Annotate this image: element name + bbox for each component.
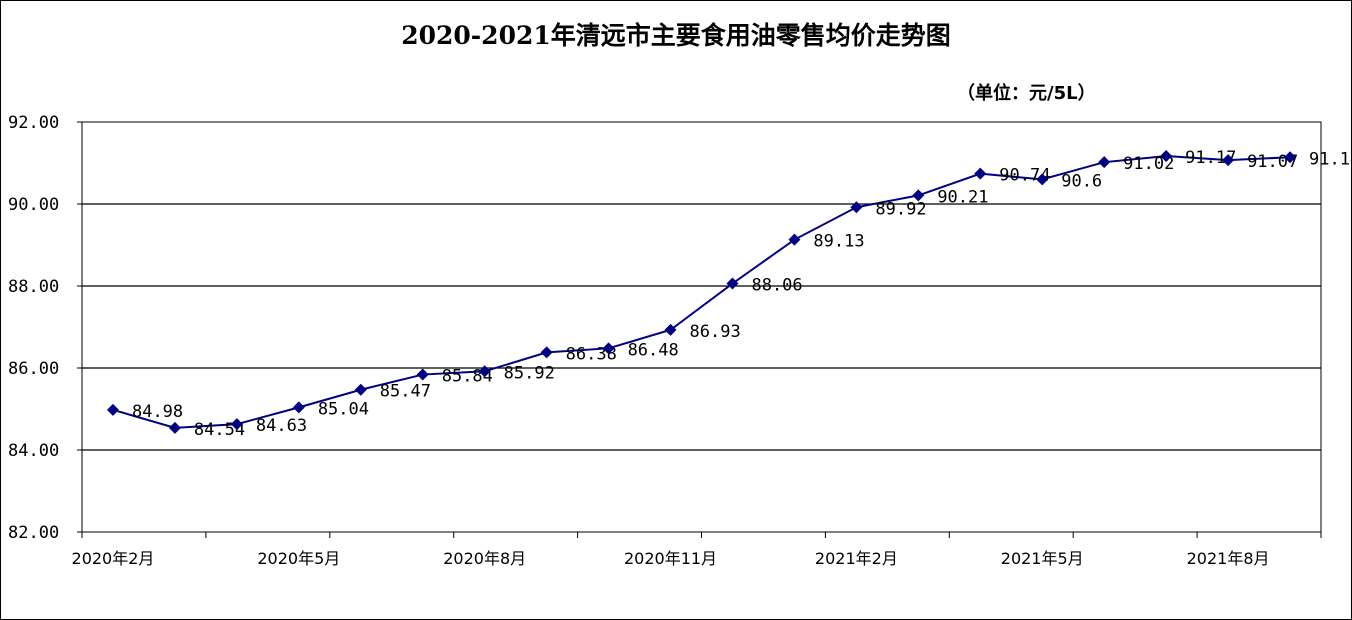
x-tick-label: 2020年11月 xyxy=(624,549,717,568)
data-label: 84.63 xyxy=(256,416,307,436)
data-point-marker xyxy=(602,342,615,355)
y-tick-label: 86.00 xyxy=(8,359,59,379)
data-point-marker xyxy=(540,346,553,359)
unit-note: （单位：元/5L） xyxy=(957,83,1096,104)
x-tick-label: 2021年5月 xyxy=(1001,549,1084,568)
data-label: 90.6 xyxy=(1061,171,1102,191)
data-point-marker xyxy=(1222,154,1235,167)
x-tick-label: 2020年5月 xyxy=(257,549,340,568)
data-point-marker xyxy=(292,401,305,414)
data-label: 91.14 xyxy=(1309,149,1352,169)
x-tick-label: 2021年8月 xyxy=(1187,549,1270,568)
data-point-marker xyxy=(1098,156,1111,169)
x-tick-label: 2020年8月 xyxy=(443,549,526,568)
chart-title: 2020-2021年清远市主要食用油零售均价走势图 xyxy=(401,21,951,50)
data-label: 89.92 xyxy=(875,199,926,219)
data-point-marker xyxy=(1284,151,1297,164)
data-point-marker xyxy=(168,421,181,434)
y-tick-label: 82.00 xyxy=(8,523,59,543)
data-point-marker xyxy=(974,167,987,180)
data-point-marker xyxy=(726,277,739,290)
data-label: 84.98 xyxy=(132,402,183,422)
data-label: 90.21 xyxy=(937,187,988,207)
x-tick-label: 2020年2月 xyxy=(72,549,155,568)
data-label: 85.47 xyxy=(380,382,431,402)
data-label: 85.92 xyxy=(504,363,555,383)
data-point-marker xyxy=(106,403,119,416)
data-label: 88.06 xyxy=(751,276,802,296)
data-label: 89.13 xyxy=(813,232,864,252)
data-label: 91.02 xyxy=(1123,154,1174,174)
x-tick-label: 2021年2月 xyxy=(815,549,898,568)
data-point-marker xyxy=(1160,150,1173,163)
data-label: 86.48 xyxy=(628,340,679,360)
data-point-marker xyxy=(478,365,491,378)
data-point-marker xyxy=(230,418,243,431)
data-point-marker xyxy=(1036,173,1049,186)
data-point-marker xyxy=(416,368,429,381)
data-point-marker xyxy=(912,189,925,202)
data-label: 85.04 xyxy=(318,399,369,419)
y-tick-label: 88.00 xyxy=(8,277,59,297)
data-point-marker xyxy=(788,233,801,246)
data-point-marker xyxy=(354,383,367,396)
y-tick-label: 84.00 xyxy=(8,441,59,461)
series-line xyxy=(112,155,1291,429)
data-label: 86.93 xyxy=(690,322,741,342)
data-point-marker xyxy=(850,201,863,214)
data-point-marker xyxy=(664,323,677,336)
data-label: 91.17 xyxy=(1185,148,1236,168)
y-tick-label: 92.00 xyxy=(8,113,59,133)
y-tick-label: 90.00 xyxy=(8,195,59,215)
